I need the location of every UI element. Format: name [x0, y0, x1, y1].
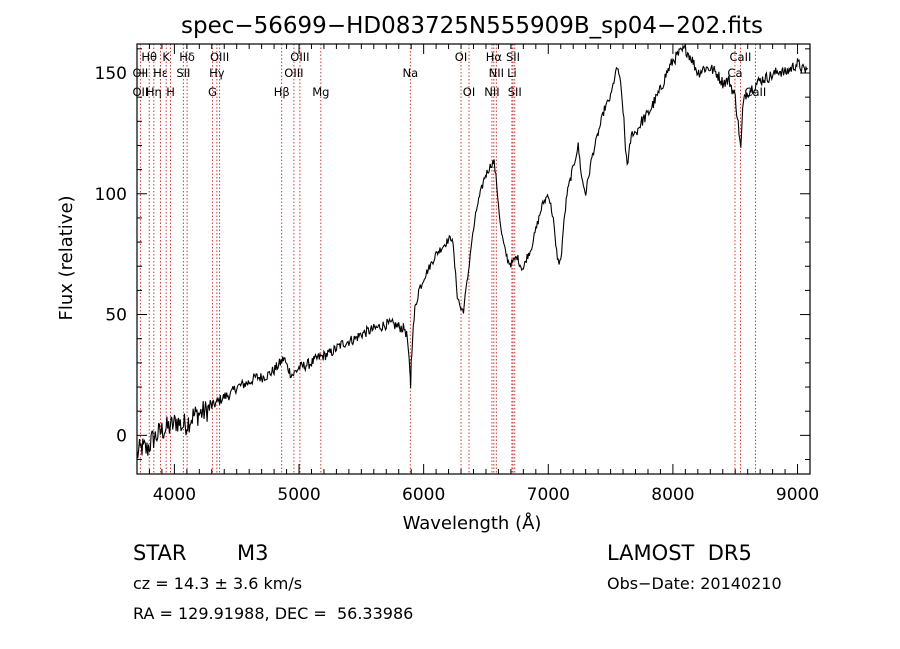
line-id-label: OIII	[210, 50, 229, 64]
line-id-label: Hη	[146, 85, 162, 99]
line-id-label: Hε	[153, 66, 168, 80]
line-id-label: CaII	[744, 85, 766, 99]
line-marker-group	[139, 44, 756, 474]
line-id-label: Hα	[486, 50, 503, 64]
line-id-label: SII	[506, 50, 520, 64]
line-id-label: H	[166, 85, 175, 99]
y-tick-label: 150	[95, 64, 127, 84]
line-id-label: Ca	[727, 66, 742, 80]
line-id-label: Hθ	[141, 50, 157, 64]
x-tick-label: 9000	[776, 485, 819, 505]
line-id-label: OIII	[284, 66, 303, 80]
line-id-label: NII	[484, 85, 499, 99]
x-tick-label: 4000	[153, 485, 196, 505]
y-tick-label: 0	[116, 426, 127, 446]
line-id-label: Hγ	[209, 66, 225, 80]
line-id-label: Na	[402, 66, 418, 80]
line-id-label: Mg	[312, 85, 329, 99]
y-tick-label: 50	[105, 306, 127, 326]
line-id-label: Hδ	[179, 50, 195, 64]
line-id-label: K	[162, 50, 170, 64]
line-id-label: NII	[489, 66, 504, 80]
x-tick-label: 8000	[651, 485, 694, 505]
x-tick-label: 7000	[527, 485, 570, 505]
x-axis-label: Wavelength (Å)	[403, 512, 542, 534]
line-id-label: OIII	[290, 50, 309, 64]
redshift-cz: cz = 14.3 ± 3.6 km/s	[133, 574, 303, 593]
line-id-label: SII	[176, 66, 190, 80]
plot-frame	[136, 43, 811, 475]
spectrum-line	[136, 44, 808, 459]
line-id-label: Li	[507, 66, 517, 80]
line-id-label: CaII	[730, 50, 752, 64]
survey-name: LAMOST DR5	[607, 541, 752, 565]
line-id-label: SII	[508, 85, 522, 99]
line-id-label: OI	[455, 50, 467, 64]
spectrum-series	[136, 44, 808, 459]
x-tick-label: 6000	[402, 485, 445, 505]
obs-date: Obs−Date: 20140210	[607, 574, 782, 593]
chart-title: spec−56699−HD083725N555909B_sp04−202.fit…	[181, 13, 763, 39]
y-axis-label: Flux (relative)	[56, 195, 77, 320]
object-type: STAR	[133, 541, 187, 565]
x-tick-label: 5000	[277, 485, 320, 505]
axis-ticks: 4000 5000 6000 7000 8000 9000 0 50 100 150	[95, 44, 819, 505]
subclass: M3	[237, 541, 269, 565]
ra-dec-coords: RA = 129.91988, DEC = 56.33986	[133, 604, 414, 623]
line-id-label: G	[208, 85, 217, 99]
line-id-label: OI	[463, 85, 475, 99]
y-tick-label: 100	[95, 185, 127, 205]
line-id-label: Hβ	[274, 85, 290, 99]
